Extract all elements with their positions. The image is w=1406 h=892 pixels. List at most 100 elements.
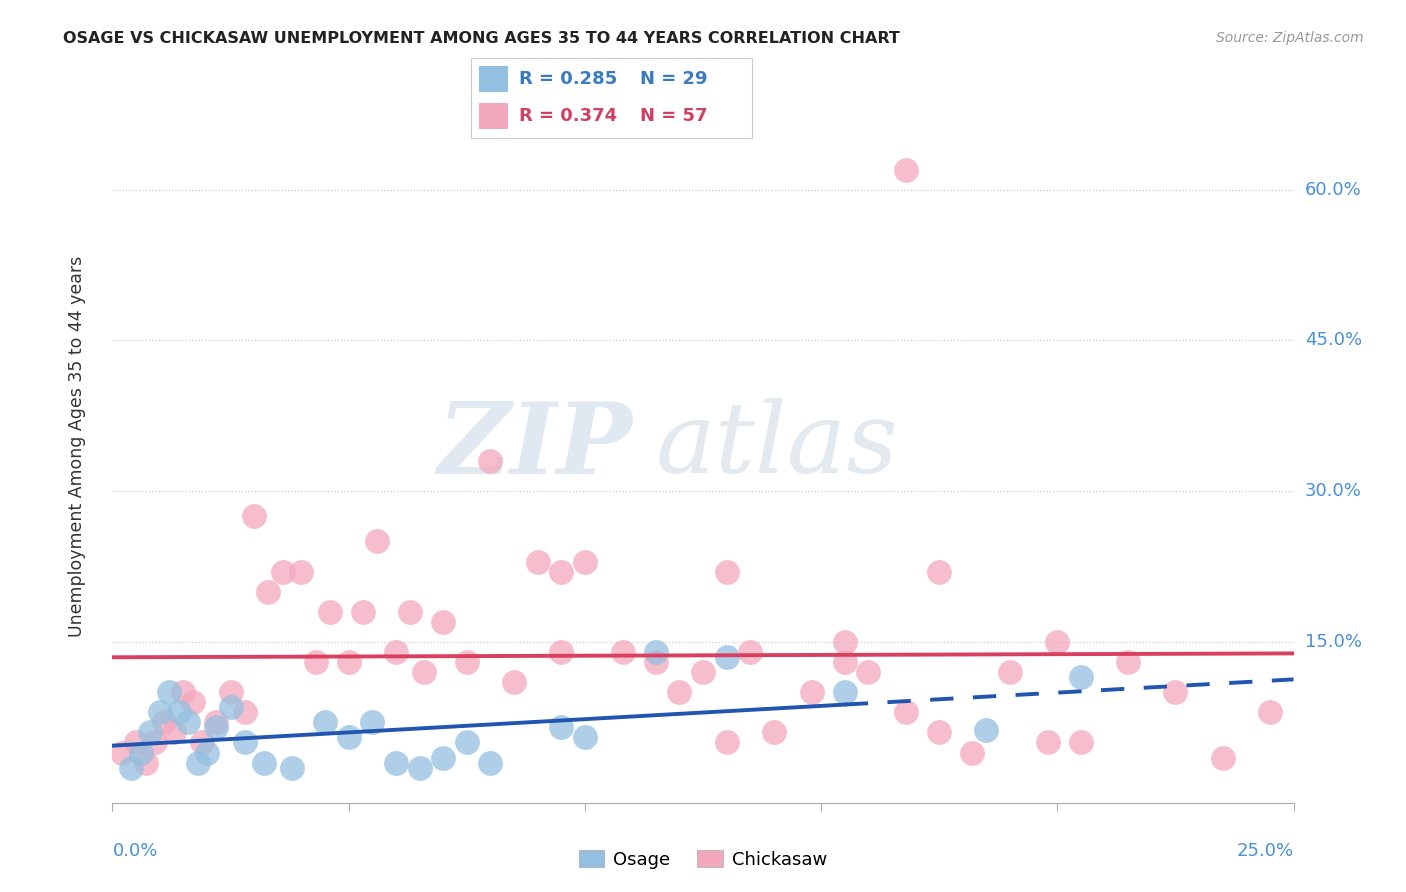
Point [167, 706, 190, 720]
Legend: Osage, Chickasaw: Osage, Chickasaw [572, 843, 834, 876]
Point [716, 650, 738, 665]
Point [385, 645, 408, 659]
Point [716, 735, 738, 749]
Text: 30.0%: 30.0% [1305, 483, 1361, 500]
Point [998, 665, 1021, 680]
Text: R = 0.374: R = 0.374 [519, 107, 617, 125]
Point [233, 735, 256, 749]
Point [205, 720, 228, 734]
Point [1046, 635, 1069, 649]
Point [253, 756, 276, 770]
Point [385, 756, 408, 770]
Text: N = 29: N = 29 [640, 70, 707, 87]
Point [153, 715, 176, 730]
Point [304, 655, 326, 669]
Point [1164, 685, 1187, 699]
Point [219, 700, 242, 714]
Point [928, 725, 950, 739]
Point [976, 723, 998, 738]
Point [143, 735, 166, 749]
Point [740, 645, 762, 659]
Point [432, 750, 454, 764]
Text: atlas: atlas [655, 399, 898, 493]
Point [413, 665, 436, 680]
Point [290, 565, 312, 579]
Text: Source: ZipAtlas.com: Source: ZipAtlas.com [1216, 31, 1364, 45]
Point [550, 565, 572, 579]
Point [1070, 735, 1092, 749]
Point [668, 685, 690, 699]
Point [894, 706, 917, 720]
Point [181, 695, 204, 709]
Point [139, 725, 162, 739]
Point [233, 706, 256, 720]
Point [1258, 706, 1281, 720]
Text: 0.0%: 0.0% [112, 842, 157, 860]
Bar [479, 66, 508, 92]
Point [692, 665, 714, 680]
Point [129, 746, 152, 760]
Point [177, 715, 200, 730]
Point [479, 454, 502, 468]
Point [195, 746, 218, 760]
Bar [479, 103, 508, 128]
Point [399, 605, 422, 619]
Point [337, 655, 360, 669]
Point [219, 685, 242, 699]
Point [858, 665, 880, 680]
Point [834, 655, 856, 669]
Point [337, 731, 360, 745]
Point [243, 509, 266, 524]
Point [186, 756, 208, 770]
Point [550, 720, 572, 734]
Point [644, 645, 666, 659]
Text: R = 0.285: R = 0.285 [519, 70, 617, 87]
Y-axis label: Unemployment Among Ages 35 to 44 years: Unemployment Among Ages 35 to 44 years [67, 255, 86, 637]
Point [479, 756, 502, 770]
Point [762, 725, 785, 739]
Point [716, 565, 738, 579]
Point [1070, 670, 1092, 684]
Point [800, 685, 823, 699]
Point [149, 706, 172, 720]
Point [125, 735, 148, 749]
Point [1116, 655, 1139, 669]
Point [135, 756, 157, 770]
Point [894, 162, 917, 177]
Text: 45.0%: 45.0% [1305, 332, 1362, 350]
Point [205, 715, 228, 730]
Point [314, 715, 336, 730]
Point [574, 555, 596, 569]
Point [319, 605, 342, 619]
Point [172, 685, 194, 699]
Point [1036, 735, 1059, 749]
Point [503, 675, 526, 690]
Text: N = 57: N = 57 [640, 107, 707, 125]
Text: OSAGE VS CHICKASAW UNEMPLOYMENT AMONG AGES 35 TO 44 YEARS CORRELATION CHART: OSAGE VS CHICKASAW UNEMPLOYMENT AMONG AG… [63, 31, 900, 46]
Text: 25.0%: 25.0% [1236, 842, 1294, 860]
Point [526, 555, 548, 569]
Point [834, 685, 856, 699]
Point [366, 534, 388, 549]
Point [962, 746, 984, 760]
Point [408, 761, 430, 775]
Point [163, 725, 186, 739]
Point [120, 761, 142, 775]
Point [432, 615, 454, 629]
Point [257, 584, 280, 599]
Text: 15.0%: 15.0% [1305, 633, 1361, 651]
Point [157, 685, 180, 699]
Point [456, 655, 478, 669]
Point [550, 645, 572, 659]
Point [271, 565, 294, 579]
Point [352, 605, 374, 619]
Text: ZIP: ZIP [437, 398, 633, 494]
Point [281, 761, 304, 775]
Point [612, 645, 634, 659]
Text: 60.0%: 60.0% [1305, 181, 1361, 199]
Point [574, 731, 596, 745]
Point [928, 565, 950, 579]
Point [456, 735, 478, 749]
Point [834, 635, 856, 649]
Point [111, 746, 134, 760]
